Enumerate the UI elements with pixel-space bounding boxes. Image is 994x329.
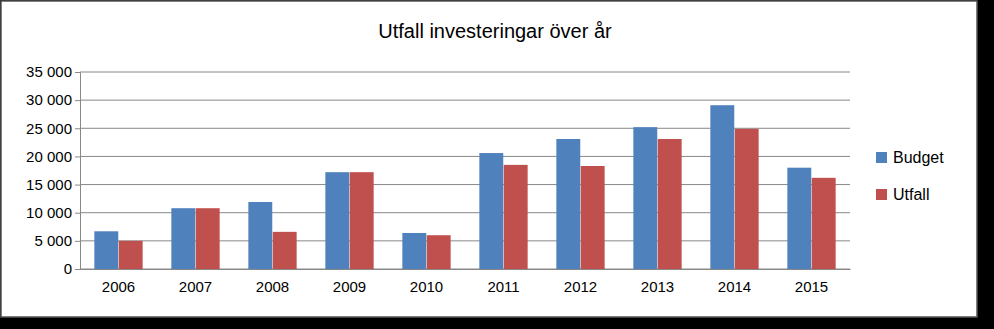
x-axis-line — [81, 269, 851, 270]
legend-swatch — [876, 152, 887, 163]
y-axis: 0 5 000 10 000 15 000 20 000 25 000 30 000 35 0… — [26, 63, 80, 277]
bar — [504, 165, 528, 269]
grid — [80, 72, 850, 269]
y-tick: 5 000 — [34, 232, 80, 249]
y-tick: 10 000 — [26, 204, 80, 221]
y-tick-mark — [75, 128, 80, 129]
x-tick: 2011 — [487, 269, 519, 295]
legend: Budget Utfall — [876, 149, 944, 203]
bar — [171, 208, 195, 269]
bar — [735, 129, 759, 269]
y-tick-label: 5 000 — [34, 232, 72, 249]
x-tick: 2008 — [256, 269, 289, 295]
x-tick: 2012 — [564, 269, 597, 295]
grid-line — [80, 212, 850, 213]
x-tick-label: 2015 — [795, 278, 828, 295]
grid-line — [80, 156, 850, 157]
x-tick-label: 2010 — [410, 278, 443, 295]
bar — [248, 202, 272, 269]
x-tick-label: 2013 — [641, 278, 674, 295]
x-tick-label: 2009 — [333, 278, 366, 295]
grid-line — [80, 184, 850, 185]
x-tick: 2009 — [333, 269, 366, 295]
x-tick-label: 2007 — [179, 278, 212, 295]
bar — [119, 241, 143, 269]
grid-line — [80, 72, 850, 73]
grid-line — [80, 100, 850, 101]
x-tick-label: 2014 — [718, 278, 751, 295]
y-tick-mark — [75, 100, 80, 101]
bar — [479, 153, 503, 269]
y-tick-mark — [75, 156, 80, 157]
bar — [325, 172, 349, 269]
legend-item: Utfall — [876, 186, 929, 203]
bar — [402, 233, 426, 269]
y-tick-mark — [75, 185, 80, 186]
y-tick-mark — [75, 213, 80, 214]
y-tick-label: 30 000 — [26, 91, 72, 108]
x-axis: 2006 2007 2008 2009 2010 2011 2012 2013 2014 2015 — [81, 269, 851, 295]
y-tick-label: 25 000 — [26, 120, 72, 137]
y-tick-label: 10 000 — [26, 204, 72, 221]
x-tick-label: 2008 — [256, 278, 289, 295]
grid-line — [80, 240, 850, 241]
y-tick: 0 — [64, 260, 80, 277]
grid-line — [80, 128, 850, 129]
x-tick: 2014 — [718, 269, 751, 295]
y-tick: 35 000 — [26, 63, 80, 80]
bar — [556, 139, 580, 269]
y-tick-mark — [75, 241, 80, 242]
x-tick-label: 2011 — [487, 278, 519, 295]
y-tick: 25 000 — [26, 120, 80, 137]
bar — [196, 208, 220, 269]
bar — [710, 105, 734, 269]
chart: Utfall investeringar över år 0 5 000 10 000… — [0, 0, 994, 329]
x-tick-label: 2006 — [102, 278, 135, 295]
bar — [581, 166, 605, 269]
plot: 0 5 000 10 000 15 000 20 000 25 000 30 000 35 0… — [26, 63, 850, 294]
y-tick-label: 35 000 — [26, 63, 72, 80]
y-tick-label: 15 000 — [26, 176, 72, 193]
y-tick-mark — [75, 269, 80, 270]
bar — [633, 127, 657, 269]
legend-label: Budget — [893, 149, 944, 166]
bar — [94, 231, 118, 269]
x-tick: 2007 — [179, 269, 212, 295]
y-tick: 30 000 — [26, 91, 80, 108]
y-tick-label: 0 — [64, 260, 72, 277]
x-tick: 2013 — [641, 269, 674, 295]
bar — [658, 139, 682, 269]
legend-swatch — [876, 189, 887, 200]
bar — [812, 178, 836, 269]
bar — [350, 172, 374, 269]
y-tick: 20 000 — [26, 148, 80, 165]
x-tick-label: 2012 — [564, 278, 597, 295]
x-tick: 2015 — [795, 269, 828, 295]
y-tick-label: 20 000 — [26, 148, 72, 165]
grid-line — [80, 269, 850, 270]
x-tick: 2010 — [410, 269, 443, 295]
y-axis-line — [75, 73, 81, 270]
y-tick: 15 000 — [26, 176, 80, 193]
bar — [273, 232, 297, 269]
legend-label: Utfall — [893, 186, 929, 203]
title: Utfall investeringar över år — [378, 20, 612, 42]
bars — [94, 105, 835, 269]
bar — [787, 168, 811, 269]
legend-item: Budget — [876, 149, 944, 166]
y-tick-mark — [75, 72, 80, 73]
x-tick: 2006 — [102, 269, 135, 295]
chart-background — [1, 1, 977, 317]
bar — [427, 235, 451, 269]
